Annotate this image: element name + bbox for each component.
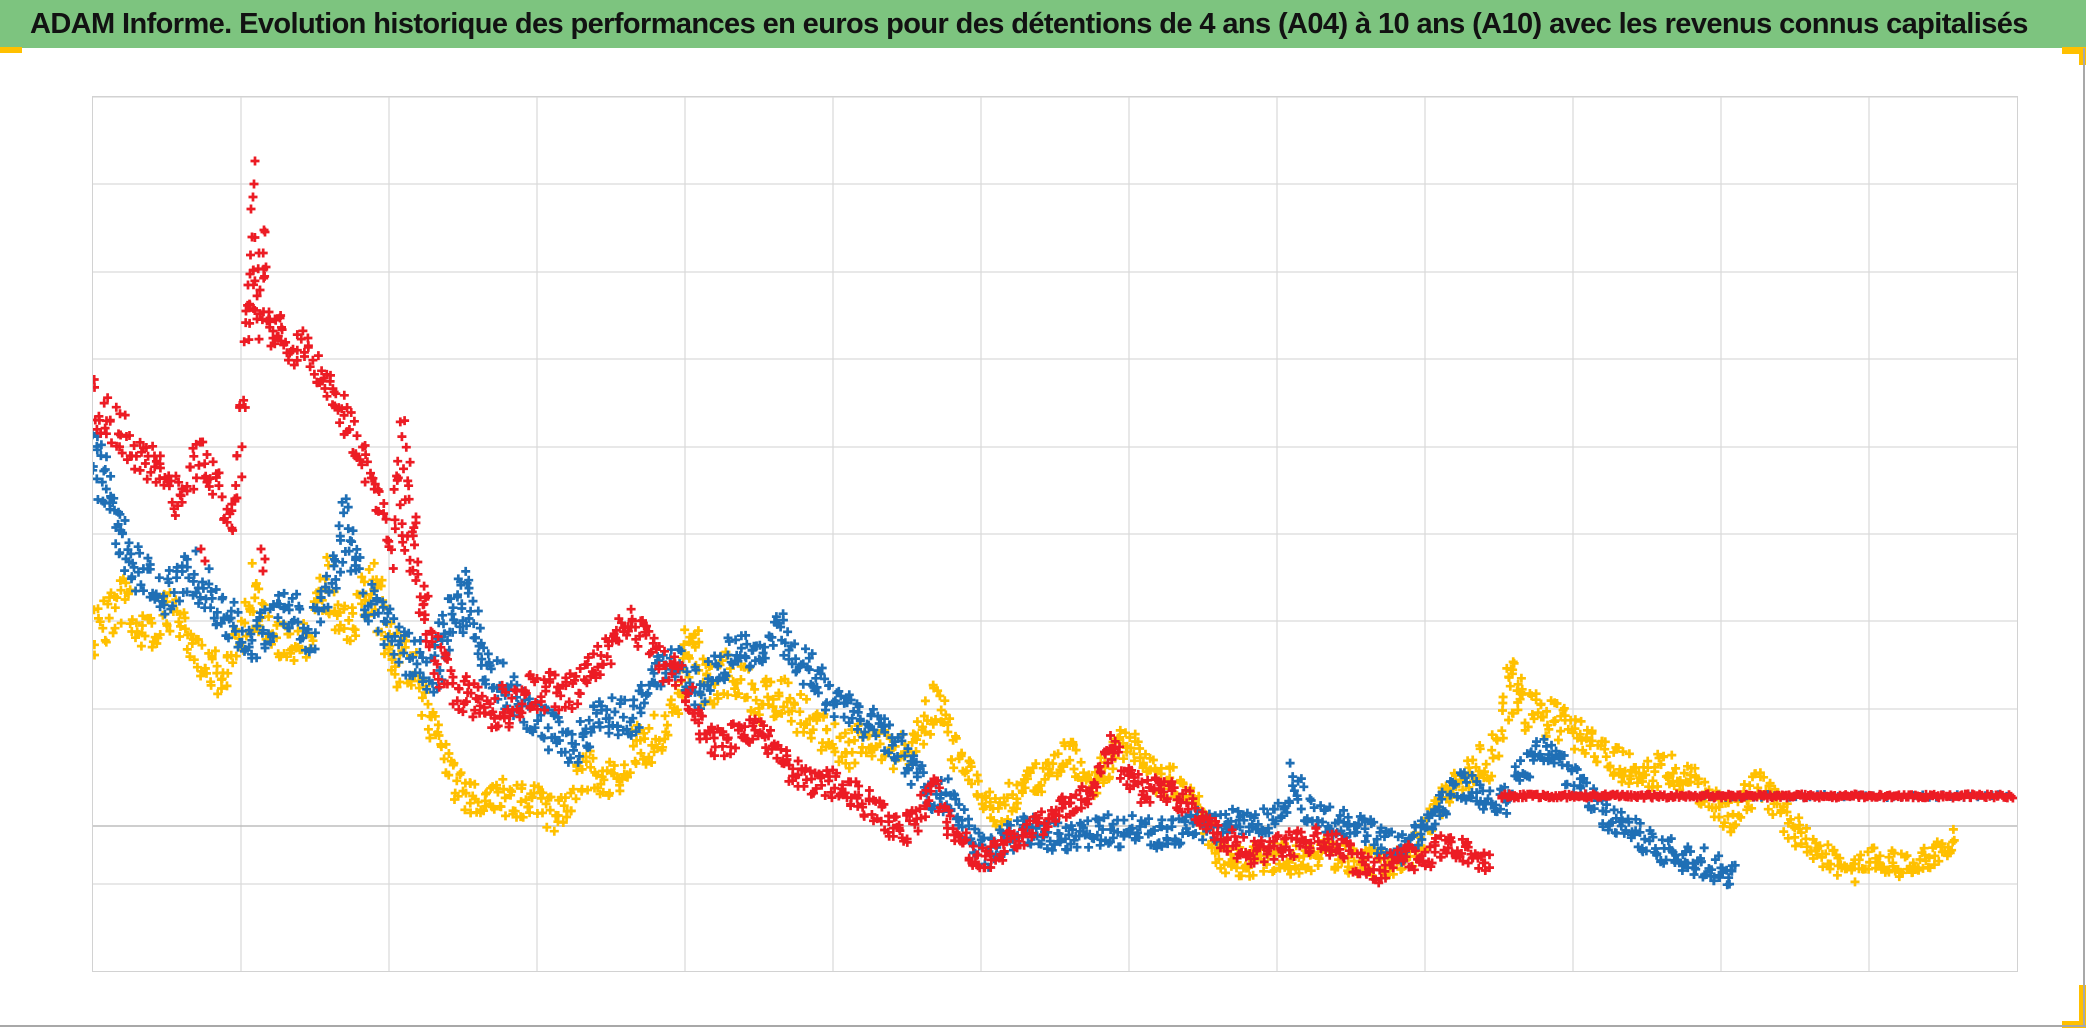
chart-plot-area bbox=[92, 96, 2018, 972]
selection-corner-bottom-right-v bbox=[2079, 985, 2086, 1028]
window-right-edge bbox=[2083, 48, 2085, 1027]
selection-corner-bottom-right-h bbox=[2062, 1021, 2086, 1028]
selection-corner-top-right-h bbox=[2062, 47, 2086, 54]
selection-mark-top-left bbox=[0, 47, 22, 53]
window-bottom-edge bbox=[0, 1025, 2086, 1027]
selection-corner-top-right-v bbox=[2079, 47, 2086, 65]
series-red bbox=[93, 156, 2017, 888]
chart-title-bar: ADAM Informe. Evolution historique des p… bbox=[0, 0, 2086, 48]
chart-title: ADAM Informe. Evolution historique des p… bbox=[30, 7, 2028, 40]
chart-svg bbox=[93, 97, 2017, 971]
gridlines bbox=[93, 97, 2017, 971]
scatter-series bbox=[93, 156, 2017, 890]
